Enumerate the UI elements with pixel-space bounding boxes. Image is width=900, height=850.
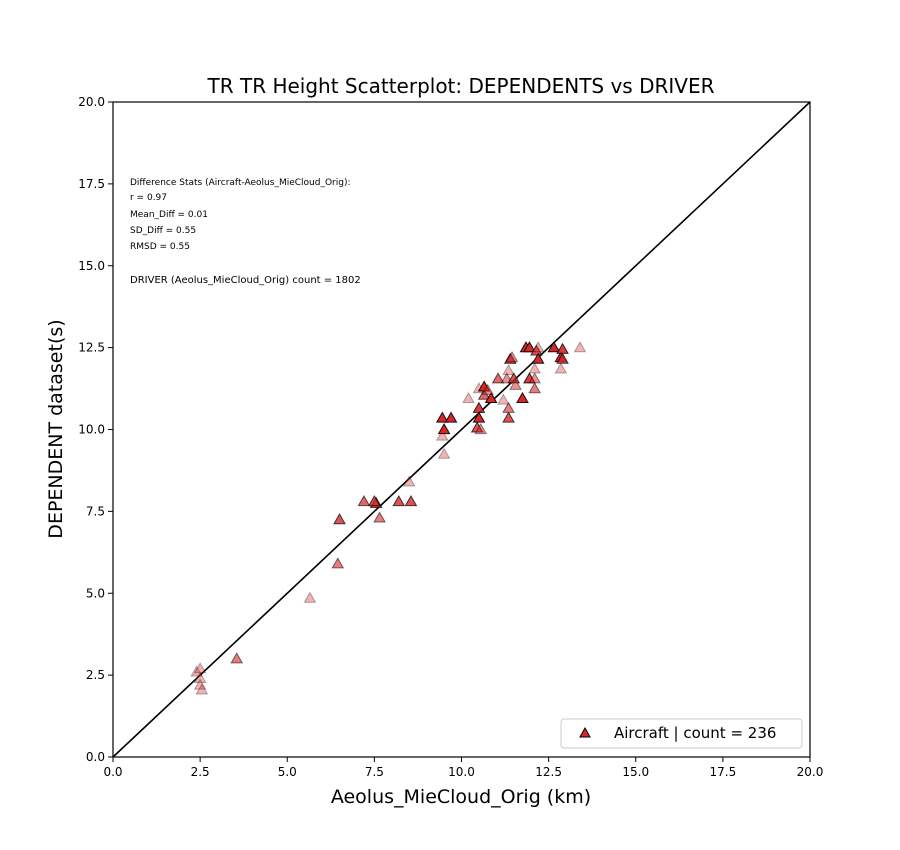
data-point xyxy=(462,391,475,404)
data-point xyxy=(435,411,449,423)
one-to-one-line xyxy=(112,101,811,758)
data-point xyxy=(477,388,491,400)
data-point xyxy=(523,341,536,353)
x-tick-label: 2.5 xyxy=(191,765,210,779)
data-point xyxy=(505,350,519,363)
data-point xyxy=(392,495,406,507)
y-tick-label: 7.5 xyxy=(86,504,105,518)
plot-area xyxy=(112,101,811,758)
y-tick-label: 10.0 xyxy=(78,423,105,437)
x-tick-label: 0.0 xyxy=(103,765,122,779)
x-tick-label: 20.0 xyxy=(797,765,824,779)
x-tick-label: 17.5 xyxy=(710,765,737,779)
data-point xyxy=(481,383,494,395)
data-point xyxy=(554,362,568,374)
x-tick-label: 15.0 xyxy=(622,765,649,779)
data-point xyxy=(437,447,451,459)
x-tick-label: 5.0 xyxy=(278,765,297,779)
data-point xyxy=(195,683,209,695)
data-point xyxy=(556,352,569,364)
driver-count-text: DRIVER (Aeolus_MieCloud_Orig) count = 18… xyxy=(130,275,361,286)
y-tick-label: 15.0 xyxy=(78,259,105,273)
x-tick-label: 12.5 xyxy=(535,765,562,779)
chart-title: TR TR Height Scatterplot: DEPENDENTS vs … xyxy=(207,74,715,98)
y-tick-label: 12.5 xyxy=(78,341,105,355)
data-point xyxy=(190,665,204,677)
x-axis-label: Aeolus_MieCloud_Orig (km) xyxy=(331,786,591,808)
data-point xyxy=(573,341,587,353)
data-point xyxy=(509,378,522,390)
data-point xyxy=(303,591,317,603)
data-point xyxy=(402,475,416,487)
data-point xyxy=(472,401,486,413)
y-axis-ticks: 0.0 2.5 5.0 7.5 10.0 12.5 15.0 17.5 20.0 xyxy=(78,95,113,764)
data-point xyxy=(530,344,543,356)
legend: Aircraft | count = 236 xyxy=(560,718,803,749)
data-points xyxy=(190,341,587,695)
stats-line-3: SD_Diff = 0.55 xyxy=(130,226,196,236)
y-tick-label: 20.0 xyxy=(78,95,105,109)
y-tick-label: 5.0 xyxy=(86,586,105,600)
stats-line-2: Mean_Diff = 0.01 xyxy=(130,210,208,220)
data-point xyxy=(404,495,418,507)
data-point xyxy=(368,495,381,507)
data-point xyxy=(491,372,505,384)
data-point xyxy=(528,372,542,384)
y-axis-label: DEPENDENT dataset(s) xyxy=(45,319,67,538)
data-point xyxy=(531,352,545,364)
data-point xyxy=(516,391,529,404)
data-point xyxy=(472,411,486,423)
data-point xyxy=(435,429,449,441)
legend-triangle-marker xyxy=(579,726,591,738)
data-point xyxy=(547,341,561,353)
x-tick-label: 10.0 xyxy=(448,765,475,779)
data-point xyxy=(230,652,244,664)
data-point xyxy=(444,411,458,423)
y-tick-label: 17.5 xyxy=(78,177,105,191)
data-point xyxy=(193,671,207,684)
stats-line-1: r = 0.97 xyxy=(130,193,167,203)
stats-annotation: Difference Stats (Aircraft-Aeolus_MieClo… xyxy=(130,178,361,286)
data-point xyxy=(531,341,545,353)
x-axis-ticks: 0.0 2.5 5.0 7.5 10.0 12.5 15.0 17.5 20.0 xyxy=(103,757,823,779)
data-point xyxy=(484,391,498,404)
data-point xyxy=(502,401,515,413)
data-point xyxy=(193,678,207,690)
data-point xyxy=(496,393,510,405)
legend-box xyxy=(560,718,803,749)
data-point xyxy=(333,513,346,525)
data-point xyxy=(437,422,451,435)
data-point xyxy=(528,362,542,374)
stats-line-4: RMSD = 0.55 xyxy=(130,242,190,252)
data-point xyxy=(331,557,345,569)
data-point xyxy=(502,411,515,423)
stats-line-0: Difference Stats (Aircraft-Aeolus_MieClo… xyxy=(130,178,351,188)
data-point xyxy=(474,422,488,435)
legend-label: Aircraft | count = 236 xyxy=(614,724,776,742)
data-point xyxy=(502,364,515,376)
data-point xyxy=(357,495,371,507)
y-tick-label: 2.5 xyxy=(86,668,105,682)
data-point xyxy=(528,382,542,394)
data-point xyxy=(373,511,386,523)
x-tick-label: 7.5 xyxy=(365,765,384,779)
y-tick-label: 0.0 xyxy=(86,750,105,764)
data-point xyxy=(193,662,207,674)
